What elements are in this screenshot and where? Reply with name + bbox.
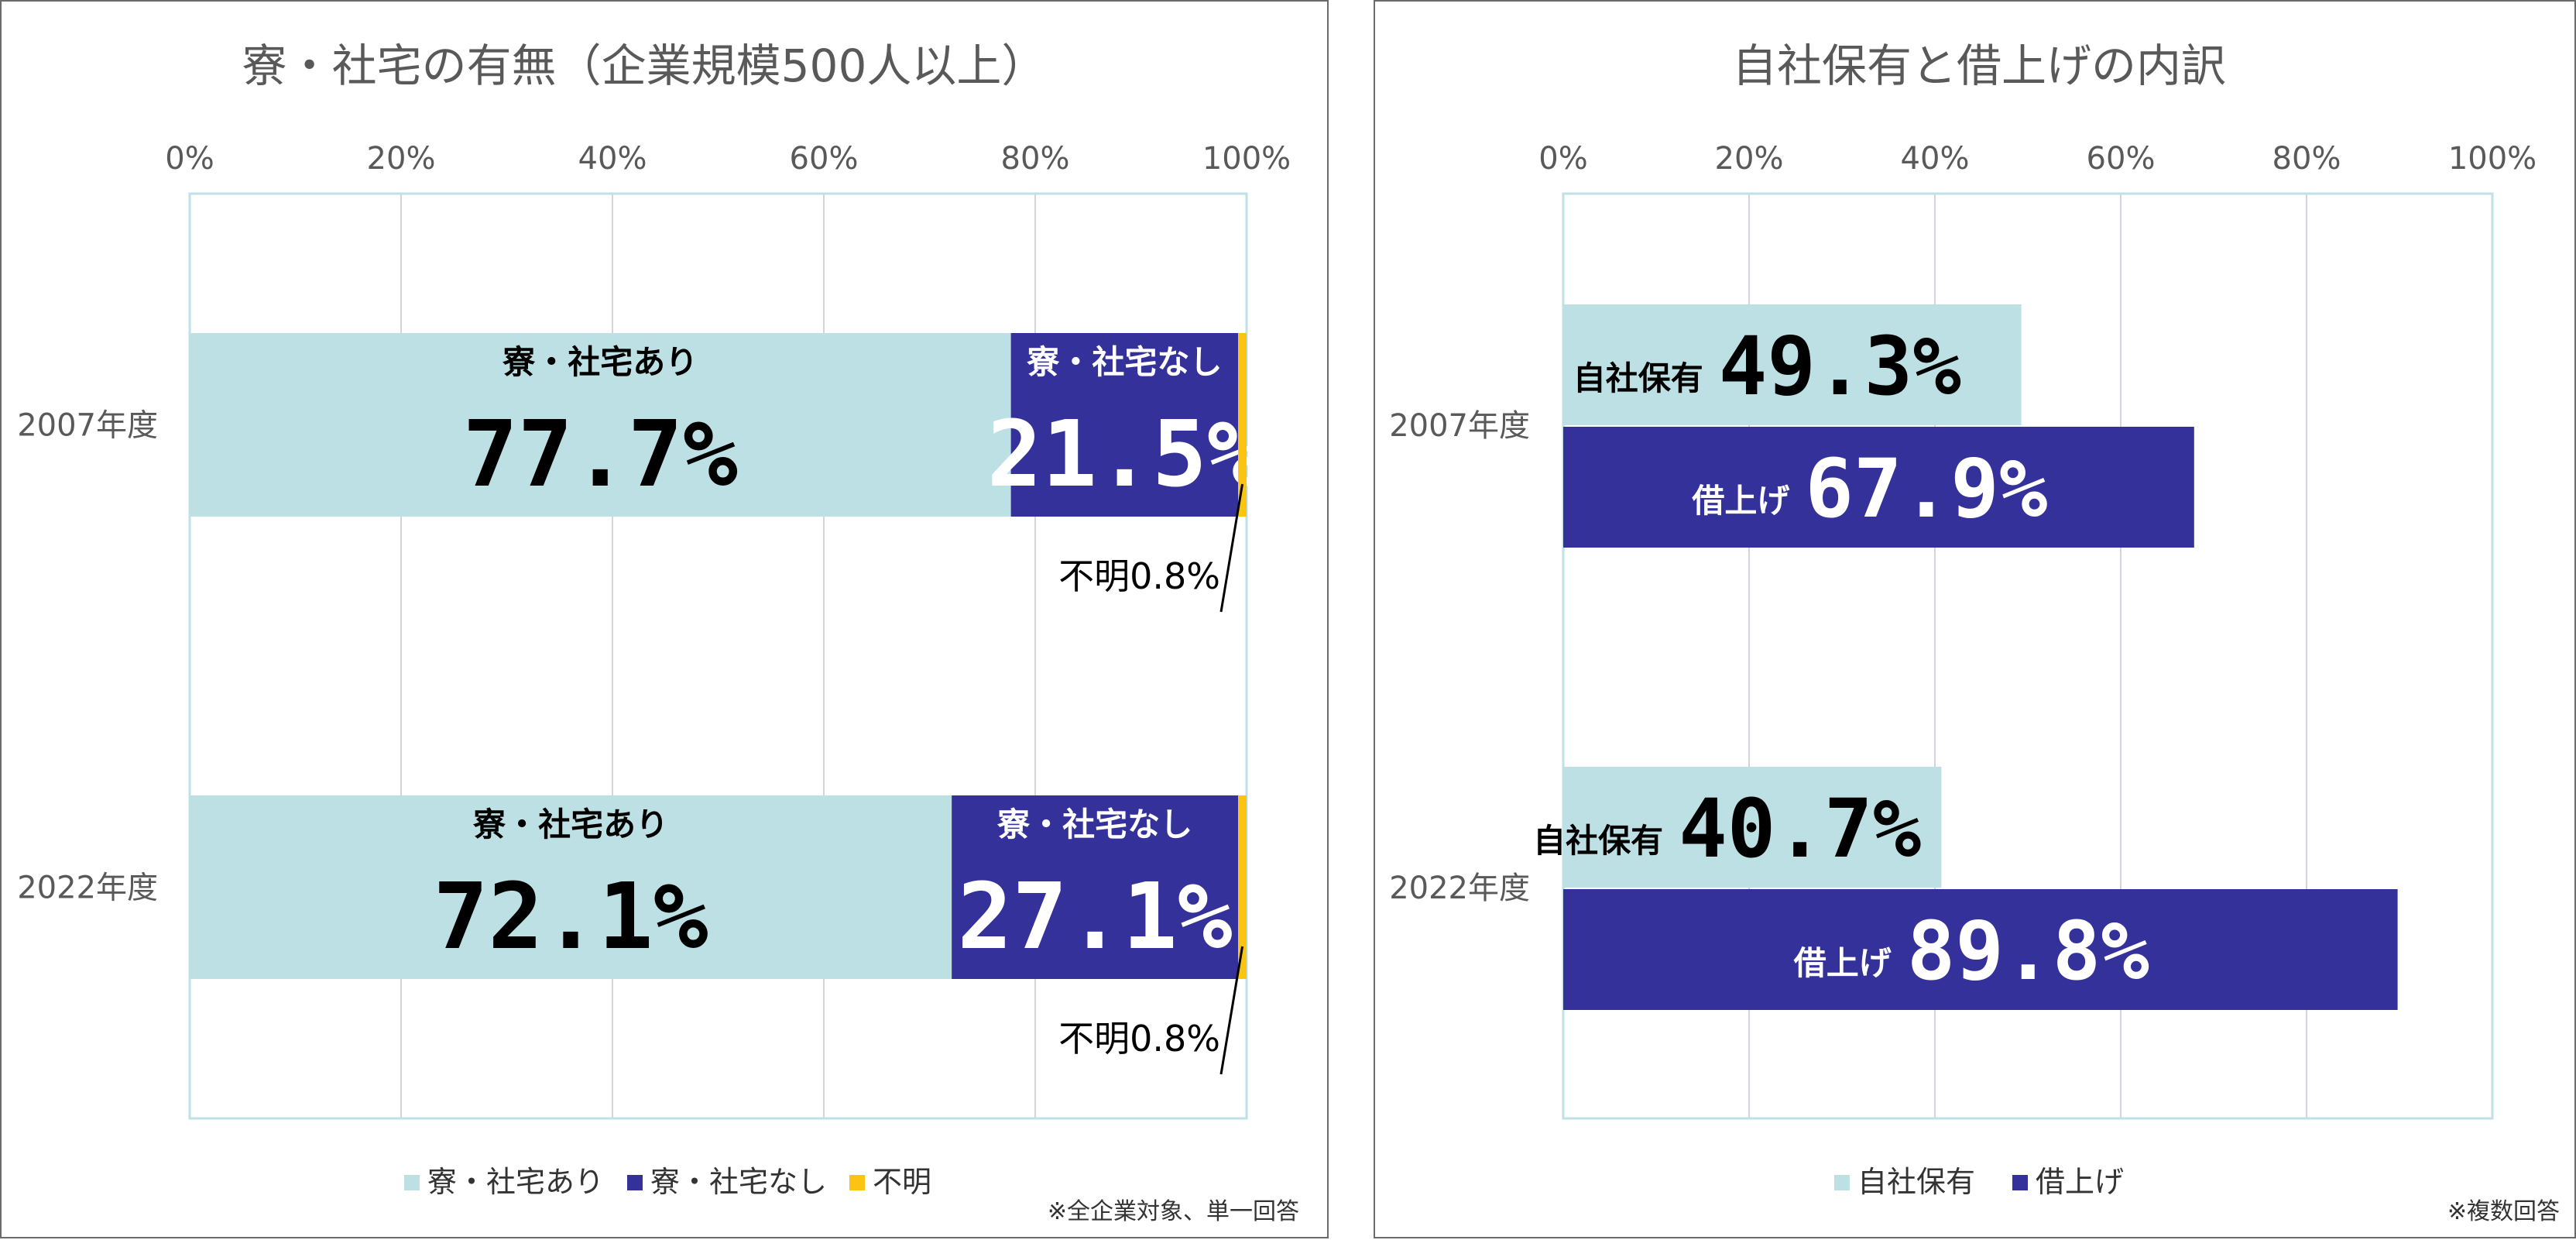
- bar-series-label: 借上げ: [1793, 944, 1892, 982]
- bar-segment: [952, 795, 1239, 979]
- data-label: 77.7%: [463, 400, 738, 507]
- legend-swatch: [1834, 1175, 1850, 1190]
- callout-line: [1219, 483, 1244, 613]
- bar-segment: [190, 795, 952, 979]
- bar-series-label: 自社保有: [1573, 359, 1703, 397]
- legend-swatch: [404, 1175, 420, 1190]
- plot-frame: [1562, 192, 2494, 1120]
- bar: [1563, 767, 1942, 888]
- x-tick-label: 100%: [1202, 141, 1291, 177]
- x-tick-label: 40%: [1901, 141, 1970, 177]
- x-tick-label: 80%: [1001, 141, 1070, 177]
- x-tick-label: 80%: [2272, 141, 2341, 177]
- legend-label: 寮・社宅なし: [650, 1165, 827, 1199]
- data-label: 89.8%: [1907, 904, 2149, 998]
- category-label: 2007年度: [17, 408, 158, 444]
- bar: [1563, 427, 2194, 548]
- legend-label: 寮・社宅あり: [427, 1165, 604, 1199]
- data-label: 21.5%: [987, 400, 1262, 507]
- data-label: 72.1%: [433, 863, 708, 970]
- chart-title: 自社保有と借上げの内訳: [1732, 40, 2226, 92]
- chart-note: ※全企業対象、単一回答: [1048, 1198, 1299, 1225]
- category-label: 2022年度: [1389, 871, 1530, 906]
- legend-label: 自社保有: [1857, 1165, 1975, 1199]
- bar: [1563, 304, 2022, 425]
- chart-note: ※複数回答: [2447, 1198, 2560, 1225]
- x-tick-label: 20%: [1715, 141, 1784, 177]
- x-tick-label: 0%: [1538, 141, 1587, 177]
- category-label: 2007年度: [1389, 408, 1530, 444]
- bar-segment: [1238, 795, 1247, 979]
- chart-right-svg: 自社保有と借上げの内訳 ※複数回答 0% 20% 40% 60% 80% 100% 2007…: [1389, 40, 2560, 1225]
- legend-label: 借上げ: [2036, 1165, 2124, 1199]
- legend-swatch: [627, 1175, 643, 1190]
- segment-label: 寮・社宅あり: [502, 343, 698, 381]
- x-tick-label: 60%: [790, 141, 859, 177]
- x-tick-label: 40%: [578, 141, 647, 177]
- legend-label: 不明: [873, 1165, 931, 1199]
- bar-segment: [1238, 333, 1247, 517]
- data-label: 49.3%: [1719, 319, 1961, 414]
- bar-series-label: 自社保有: [1533, 822, 1663, 860]
- plot-frame: [188, 192, 1248, 1120]
- chart-panel-left: 寮・社宅の有無（企業規模500人以上） ※全企業対象、単一回答 0% 20% 40%…: [0, 0, 1329, 1238]
- segment-label: 寮・社宅あり: [472, 805, 668, 843]
- legend-swatch: [849, 1175, 865, 1190]
- bar-segment: [1010, 333, 1239, 517]
- chart-title: 寮・社宅の有無（企業規模500人以上）: [242, 40, 1047, 92]
- data-label: 不明0.8%: [1058, 555, 1220, 597]
- data-label: 27.1%: [958, 863, 1233, 970]
- x-tick-label: 0%: [165, 141, 214, 177]
- chart-left-svg: 寮・社宅の有無（企業規模500人以上） ※全企業対象、単一回答 0% 20% 40%…: [17, 40, 1299, 1225]
- data-label: 67.9%: [1805, 441, 2047, 536]
- legend-swatch: [2012, 1175, 2028, 1190]
- data-label: 不明0.8%: [1058, 1018, 1220, 1060]
- chart-panel-right: 自社保有と借上げの内訳 ※複数回答 0% 20% 40% 60% 80% 100% 2007…: [1374, 0, 2576, 1238]
- x-tick-label: 20%: [367, 141, 436, 177]
- category-label: 2022年度: [17, 871, 158, 906]
- callout-line: [1219, 946, 1244, 1075]
- data-label: 40.7%: [1679, 781, 1921, 876]
- bar: [1563, 889, 2398, 1010]
- x-tick-label: 60%: [2087, 141, 2156, 177]
- segment-label: 寮・社宅なし: [996, 805, 1192, 843]
- bar-segment: [190, 333, 1011, 517]
- x-tick-label: 100%: [2448, 141, 2537, 177]
- segment-label: 寮・社宅なし: [1026, 343, 1222, 381]
- bar-series-label: 借上げ: [1691, 482, 1789, 520]
